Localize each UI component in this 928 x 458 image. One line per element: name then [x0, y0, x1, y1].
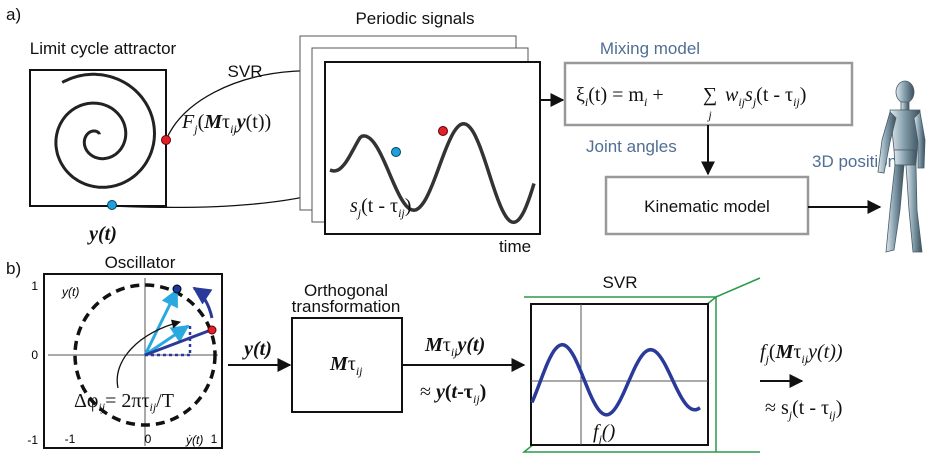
sum-sign: ∑	[703, 84, 717, 106]
output-label: fj(Mτijy(t))	[760, 341, 843, 366]
point-red	[439, 127, 448, 136]
point-blue	[108, 201, 117, 210]
page: a) Limit cycle attractor y(t) SVR Fj(Mτi…	[0, 0, 928, 458]
svr-label: SVR	[228, 62, 263, 81]
svr-function-label: fj()	[593, 421, 616, 446]
mixing-title: Mixing model	[600, 39, 700, 58]
oscillator-title: Oscillator	[105, 253, 176, 272]
x-tick-label: 1	[211, 432, 218, 446]
output-approx-label: ≈ sj(t - τij)	[765, 397, 842, 422]
panel-label: a)	[6, 5, 21, 24]
kinematic-label: Kinematic model	[644, 197, 770, 216]
approx-label: ≈ y(t-τij)	[420, 381, 486, 406]
x-tick-label: 0	[145, 432, 152, 446]
spiral	[56, 74, 155, 187]
svr-function: Fj(Mτijy(t))	[181, 111, 271, 136]
oscillator-box	[44, 274, 222, 448]
point-red	[162, 136, 171, 145]
signals-title: Periodic signals	[355, 9, 474, 28]
transform-title: transformation	[292, 297, 401, 316]
panel-label: b)	[6, 259, 21, 278]
joint-angles-label: Joint angles	[586, 137, 677, 156]
svr-box	[531, 304, 708, 445]
transformed-label: Mτijy(t)	[424, 334, 485, 359]
attractor-title: Limit cycle attractor	[30, 39, 177, 58]
svr-title: SVR	[603, 273, 638, 292]
point	[173, 285, 181, 293]
input-label: y(t)	[242, 338, 272, 360]
point-blue	[392, 148, 401, 157]
y-tick-label: 1	[31, 279, 38, 293]
positions-label: 3D positions	[812, 152, 906, 171]
x-tick-label: -1	[65, 432, 76, 446]
y-tick-label: 0	[31, 348, 38, 362]
y-axis-label: y(t)	[61, 285, 79, 299]
time-label: time	[499, 237, 531, 256]
phase-label: Δφij= 2πτij/T	[74, 390, 174, 414]
x-axis-label: ẏ(t)	[185, 433, 203, 447]
point	[208, 326, 216, 334]
mixing-formula: ξi(t) = mi +	[576, 84, 664, 109]
humanoid	[878, 81, 925, 252]
y-tick-label: -1	[27, 433, 38, 447]
state-label: y(t)	[87, 223, 117, 245]
